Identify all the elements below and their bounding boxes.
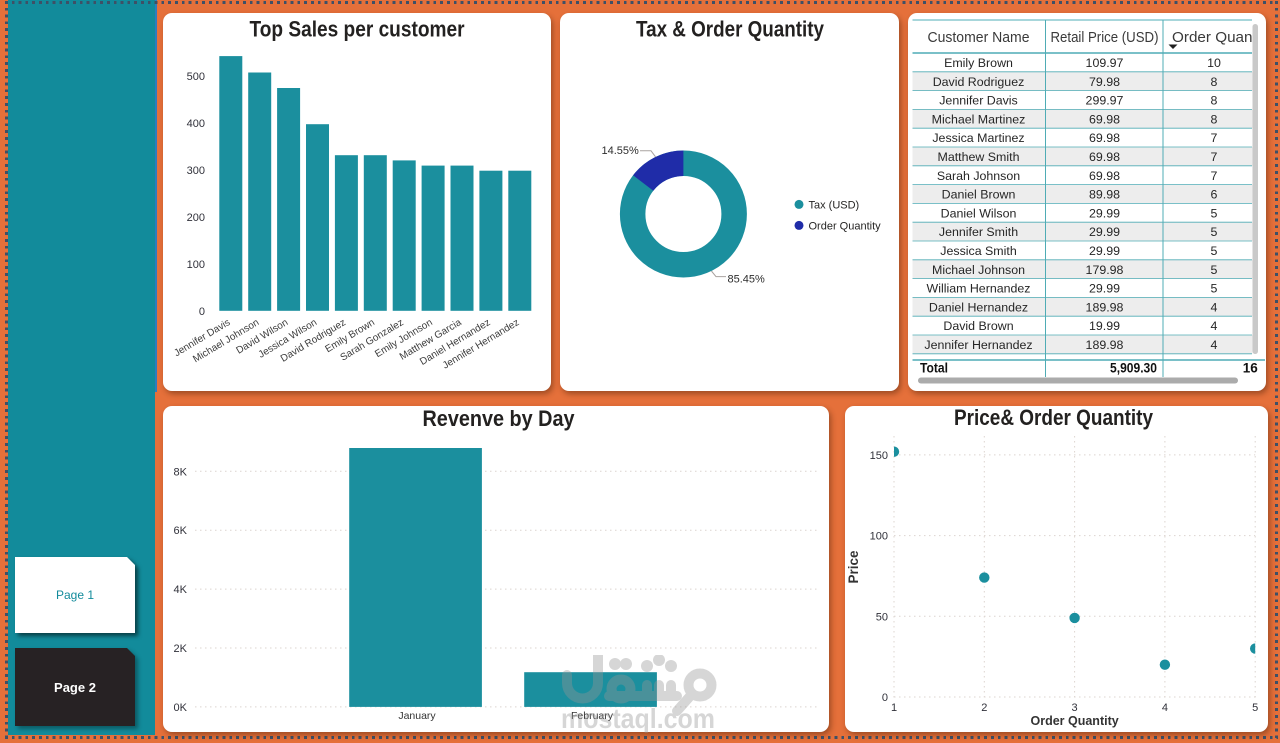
svg-text:3: 3 (1072, 702, 1078, 714)
svg-text:Jennifer Hernandez: Jennifer Hernandez (924, 338, 1032, 352)
svg-text:10: 10 (1207, 56, 1221, 70)
svg-text:William Hernandez: William Hernandez (927, 282, 1031, 296)
svg-text:29.99: 29.99 (1089, 244, 1120, 258)
svg-text:179.98: 179.98 (1086, 263, 1124, 277)
svg-text:100: 100 (187, 259, 205, 271)
svg-text:8: 8 (1211, 75, 1218, 89)
svg-text:5: 5 (1211, 282, 1218, 296)
svg-text:Michael Johnson: Michael Johnson (932, 263, 1025, 277)
svg-text:150: 150 (870, 450, 888, 462)
svg-text:4: 4 (1211, 338, 1218, 352)
svg-text:Jessica Smith: Jessica Smith (940, 244, 1017, 258)
svg-text:February: February (571, 710, 614, 722)
svg-text:Price: Price (846, 550, 861, 584)
svg-text:300: 300 (187, 165, 205, 177)
svg-text:100: 100 (870, 531, 888, 543)
svg-text:Order Quantity: Order Quantity (1172, 30, 1266, 46)
svg-text:Emily Brown: Emily Brown (944, 56, 1013, 70)
svg-text:David Brown: David Brown (943, 319, 1013, 333)
svg-text:Jennifer Smith: Jennifer Smith (939, 225, 1018, 239)
svg-text:Jessica Martinez: Jessica Martinez (932, 131, 1024, 145)
svg-text:0K: 0K (174, 702, 188, 714)
svg-text:8: 8 (1211, 94, 1218, 108)
svg-text:2: 2 (981, 702, 987, 714)
svg-text:8: 8 (1211, 112, 1218, 126)
svg-text:5: 5 (1211, 206, 1218, 220)
svg-text:69.98: 69.98 (1089, 112, 1120, 126)
svg-text:Customer Name: Customer Name (928, 30, 1030, 46)
svg-text:5: 5 (1211, 263, 1218, 277)
svg-text:Daniel Wilson: Daniel Wilson (941, 206, 1017, 220)
svg-text:Tax (USD): Tax (USD) (809, 199, 860, 211)
svg-text:mostaql.com: mostaql.com (561, 703, 715, 733)
svg-text:0: 0 (199, 306, 205, 318)
svg-text:4K: 4K (174, 584, 188, 596)
svg-text:299.97: 299.97 (1086, 94, 1124, 108)
svg-text:85.45%: 85.45% (728, 274, 766, 286)
svg-text:Tax & Order Quantity: Tax & Order Quantity (636, 17, 825, 42)
svg-text:Revenve by Day: Revenve by Day (423, 406, 576, 431)
svg-text:David Rodriguez: David Rodriguez (933, 75, 1025, 89)
svg-text:400: 400 (187, 118, 205, 130)
svg-text:6: 6 (1211, 188, 1218, 202)
svg-text:4: 4 (1211, 300, 1218, 314)
svg-text:500: 500 (187, 71, 205, 83)
svg-text:200: 200 (187, 212, 205, 224)
svg-text:Sarah Johnson: Sarah Johnson (937, 169, 1020, 183)
svg-text:4: 4 (1211, 319, 1218, 333)
svg-text:5: 5 (1211, 244, 1218, 258)
svg-text:7: 7 (1211, 169, 1218, 183)
svg-text:19.99: 19.99 (1089, 319, 1120, 333)
svg-text:29.99: 29.99 (1089, 282, 1120, 296)
svg-text:Matthew Smith: Matthew Smith (938, 150, 1020, 164)
svg-text:69.98: 69.98 (1089, 150, 1120, 164)
svg-text:Jennifer Davis: Jennifer Davis (939, 94, 1018, 108)
svg-text:8K: 8K (174, 466, 188, 478)
svg-text:5: 5 (1211, 225, 1218, 239)
svg-text:Order Quantity: Order Quantity (1030, 714, 1118, 728)
svg-text:89.98: 89.98 (1089, 188, 1120, 202)
svg-text:69.98: 69.98 (1089, 131, 1120, 145)
svg-text:79.98: 79.98 (1089, 75, 1120, 89)
svg-text:January: January (398, 710, 436, 722)
svg-text:189.98: 189.98 (1086, 300, 1124, 314)
svg-text:Price& Order Quantity: Price& Order Quantity (954, 406, 1154, 430)
svg-text:29.99: 29.99 (1089, 206, 1120, 220)
svg-text:2K: 2K (174, 643, 188, 655)
svg-text:50: 50 (876, 611, 888, 623)
svg-text:6K: 6K (174, 525, 188, 537)
svg-text:69.98: 69.98 (1089, 169, 1120, 183)
svg-text:7: 7 (1211, 131, 1218, 145)
svg-text:0: 0 (882, 692, 888, 704)
svg-text:16: 16 (1243, 361, 1259, 376)
svg-text:5: 5 (1252, 702, 1258, 714)
svg-text:Daniel Hernandez: Daniel Hernandez (929, 300, 1028, 314)
svg-text:4: 4 (1162, 702, 1168, 714)
svg-text:Top Sales per customer: Top Sales per customer (250, 17, 465, 42)
svg-text:1: 1 (891, 702, 897, 714)
svg-text:189.98: 189.98 (1086, 338, 1124, 352)
svg-text:Total: Total (920, 361, 948, 376)
svg-text:7: 7 (1211, 150, 1218, 164)
svg-text:29.99: 29.99 (1089, 225, 1120, 239)
svg-text:Michael Martinez: Michael Martinez (932, 112, 1026, 126)
svg-text:109.97: 109.97 (1086, 56, 1124, 70)
svg-text:Retail Price (USD): Retail Price (USD) (1051, 30, 1159, 46)
svg-text:Order Quantity: Order Quantity (809, 220, 882, 232)
svg-text:Daniel Brown: Daniel Brown (942, 188, 1016, 202)
svg-text:5,909.30: 5,909.30 (1110, 361, 1157, 376)
svg-text:14.55%: 14.55% (601, 145, 639, 157)
